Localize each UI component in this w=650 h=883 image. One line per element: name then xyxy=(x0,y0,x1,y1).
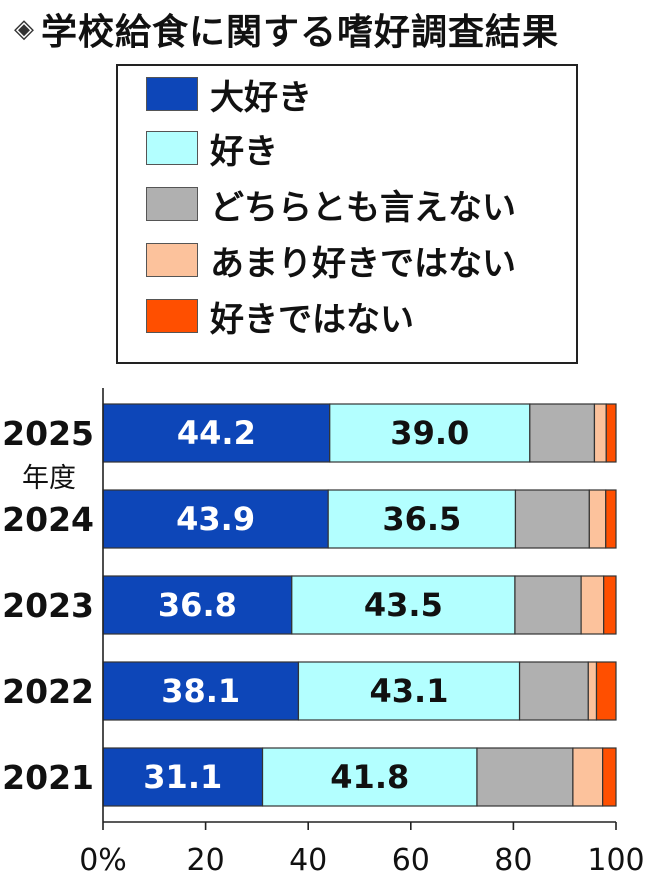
year-label: 2025 xyxy=(2,414,94,453)
x-tick-label: 0% xyxy=(79,843,127,878)
bar-segment xyxy=(297,661,521,721)
bar-segment xyxy=(587,661,598,721)
legend: 大好き好きどちらとも言えない あまり好きではない 好きではない xyxy=(116,64,578,364)
bar-segment xyxy=(329,403,531,463)
bar-segment xyxy=(605,489,617,549)
bar-segment xyxy=(514,575,582,635)
bar-segment xyxy=(588,489,607,549)
data-label: 39.0 xyxy=(390,414,469,452)
bar-segment xyxy=(580,575,605,635)
x-tick-label: 60 xyxy=(392,843,430,878)
bar-segment xyxy=(261,747,478,807)
bar-segment xyxy=(593,403,607,463)
bar-segment xyxy=(529,403,596,463)
bar-segment xyxy=(102,403,331,463)
bar-segment xyxy=(102,661,300,721)
data-label: 31.1 xyxy=(143,758,222,796)
bar-segment xyxy=(102,489,329,549)
legend-swatch xyxy=(146,77,198,111)
data-label: 36.5 xyxy=(382,500,461,538)
chart-title: ◈ 学校給食に関する嗜好調査結果 xyxy=(14,4,559,54)
data-label: 43.5 xyxy=(364,586,443,624)
bar-segment xyxy=(102,575,293,635)
bar-segment xyxy=(518,661,589,721)
year-label: 2022 xyxy=(2,672,94,711)
legend-label: 大好き xyxy=(210,77,312,118)
data-label: 41.8 xyxy=(330,758,409,796)
data-label: 43.9 xyxy=(176,500,255,538)
legend-label: どちらとも言えない xyxy=(210,187,516,228)
year-label: 2023 xyxy=(2,586,94,625)
bar-segment xyxy=(605,403,617,463)
legend-label: あまり好きではない xyxy=(210,243,516,284)
legend-swatch xyxy=(146,187,198,221)
legend-item: 好きではない xyxy=(146,298,414,340)
legend-swatch xyxy=(146,243,198,277)
bar-segment xyxy=(572,747,604,807)
chart-title-text: 学校給食に関する嗜好調査結果 xyxy=(41,12,560,53)
legend-label: 好きではない xyxy=(210,299,414,340)
bar-segment xyxy=(291,575,516,635)
legend-swatch xyxy=(146,131,198,165)
bar-segment xyxy=(327,489,517,549)
data-label: 38.1 xyxy=(161,672,240,710)
legend-swatch xyxy=(146,299,198,333)
legend-label: 好き xyxy=(210,131,278,172)
bar-segment xyxy=(476,747,574,807)
data-label: 44.2 xyxy=(177,414,256,452)
bar-segment xyxy=(602,747,617,807)
data-label: 43.1 xyxy=(370,672,449,710)
diamond-bullet-icon: ◈ xyxy=(14,14,35,44)
bar-segment xyxy=(595,661,617,721)
legend-item: どちらとも言えない xyxy=(146,186,516,228)
legend-item: あまり好きではない xyxy=(146,242,516,284)
year-label: 2024 xyxy=(2,500,94,539)
x-tick-label: 40 xyxy=(289,843,327,878)
x-tick-label: 80 xyxy=(494,843,532,878)
x-tick-label: 20 xyxy=(187,843,225,878)
legend-item: 大好き xyxy=(146,76,312,118)
data-label: 36.8 xyxy=(158,586,237,624)
x-tick-label: 100 xyxy=(587,843,644,878)
year-axis-label: 年度 xyxy=(22,463,76,494)
bar-segment xyxy=(603,575,617,635)
bar-segment xyxy=(514,489,590,549)
year-label: 2021 xyxy=(2,758,94,797)
legend-item: 好き xyxy=(146,130,278,172)
